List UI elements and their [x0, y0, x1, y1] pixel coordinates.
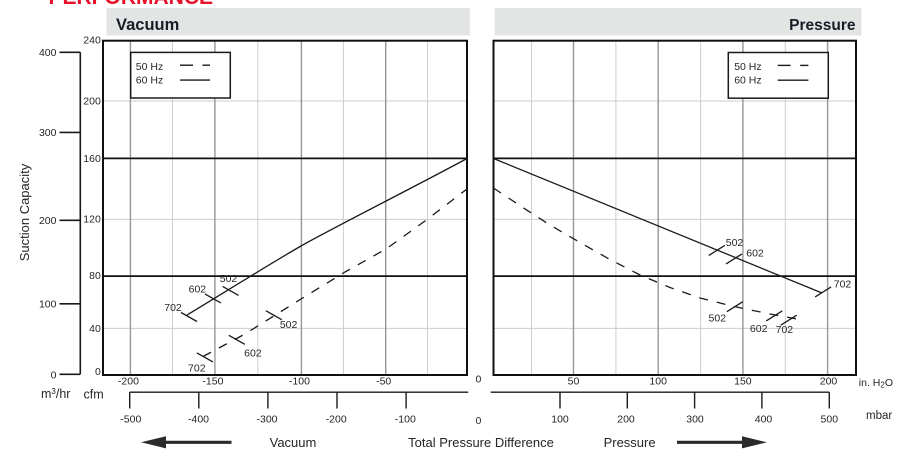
svg-text:PERFORMANCE: PERFORMANCE	[49, 0, 214, 9]
svg-text:0: 0	[95, 366, 101, 378]
svg-text:-200: -200	[118, 376, 139, 388]
svg-text:120: 120	[83, 214, 101, 226]
svg-text:-100: -100	[395, 414, 416, 426]
svg-text:-300: -300	[256, 414, 277, 426]
svg-text:702: 702	[188, 362, 206, 374]
svg-text:502: 502	[280, 319, 298, 331]
svg-text:60 Hz: 60 Hz	[136, 75, 163, 87]
svg-text:400: 400	[39, 47, 57, 59]
svg-text:50: 50	[568, 376, 580, 388]
svg-text:Pressure: Pressure	[604, 435, 656, 450]
svg-text:-150: -150	[202, 376, 223, 388]
svg-text:Suction Capacity: Suction Capacity	[17, 163, 32, 261]
svg-text:-100: -100	[289, 376, 310, 388]
svg-text:0: 0	[475, 415, 481, 427]
svg-text:50 Hz: 50 Hz	[734, 61, 761, 73]
svg-text:-200: -200	[326, 414, 347, 426]
svg-text:702: 702	[776, 324, 794, 336]
svg-text:40: 40	[89, 323, 101, 335]
svg-text:-500: -500	[120, 414, 141, 426]
svg-text:300: 300	[686, 414, 704, 426]
svg-text:m3/hr: m3/hr	[41, 387, 70, 401]
svg-text:Total Pressure Difference: Total Pressure Difference	[408, 435, 554, 450]
svg-text:702: 702	[834, 279, 852, 291]
svg-text:-400: -400	[188, 414, 209, 426]
svg-text:100: 100	[39, 299, 57, 311]
svg-text:702: 702	[164, 302, 182, 314]
svg-text:160: 160	[83, 153, 101, 165]
svg-text:200: 200	[617, 414, 635, 426]
svg-text:60 Hz: 60 Hz	[734, 75, 761, 87]
svg-text:0: 0	[475, 374, 481, 386]
svg-text:Pressure: Pressure	[789, 17, 856, 34]
svg-text:602: 602	[746, 248, 764, 260]
svg-text:502: 502	[709, 313, 727, 325]
svg-text:300: 300	[39, 127, 57, 139]
svg-text:200: 200	[83, 96, 101, 108]
svg-text:Vacuum: Vacuum	[270, 435, 317, 450]
svg-text:in. H2O: in. H2O	[859, 377, 893, 390]
svg-text:150: 150	[734, 376, 752, 388]
svg-text:mbar: mbar	[866, 410, 892, 422]
svg-text:200: 200	[39, 215, 57, 227]
svg-text:50 Hz: 50 Hz	[136, 61, 163, 73]
svg-text:502: 502	[220, 273, 238, 285]
svg-text:100: 100	[551, 414, 569, 426]
svg-text:602: 602	[750, 323, 768, 335]
svg-text:240: 240	[83, 35, 101, 47]
svg-text:602: 602	[244, 348, 262, 360]
svg-text:0: 0	[51, 369, 57, 381]
svg-text:cfm: cfm	[84, 388, 104, 402]
svg-text:-50: -50	[376, 376, 391, 388]
svg-text:400: 400	[755, 414, 773, 426]
svg-text:602: 602	[189, 284, 207, 296]
svg-text:80: 80	[89, 270, 101, 282]
svg-text:Vacuum: Vacuum	[116, 16, 179, 34]
svg-text:200: 200	[820, 376, 838, 388]
svg-text:502: 502	[726, 237, 744, 249]
svg-text:100: 100	[649, 376, 667, 388]
svg-text:500: 500	[821, 414, 839, 426]
